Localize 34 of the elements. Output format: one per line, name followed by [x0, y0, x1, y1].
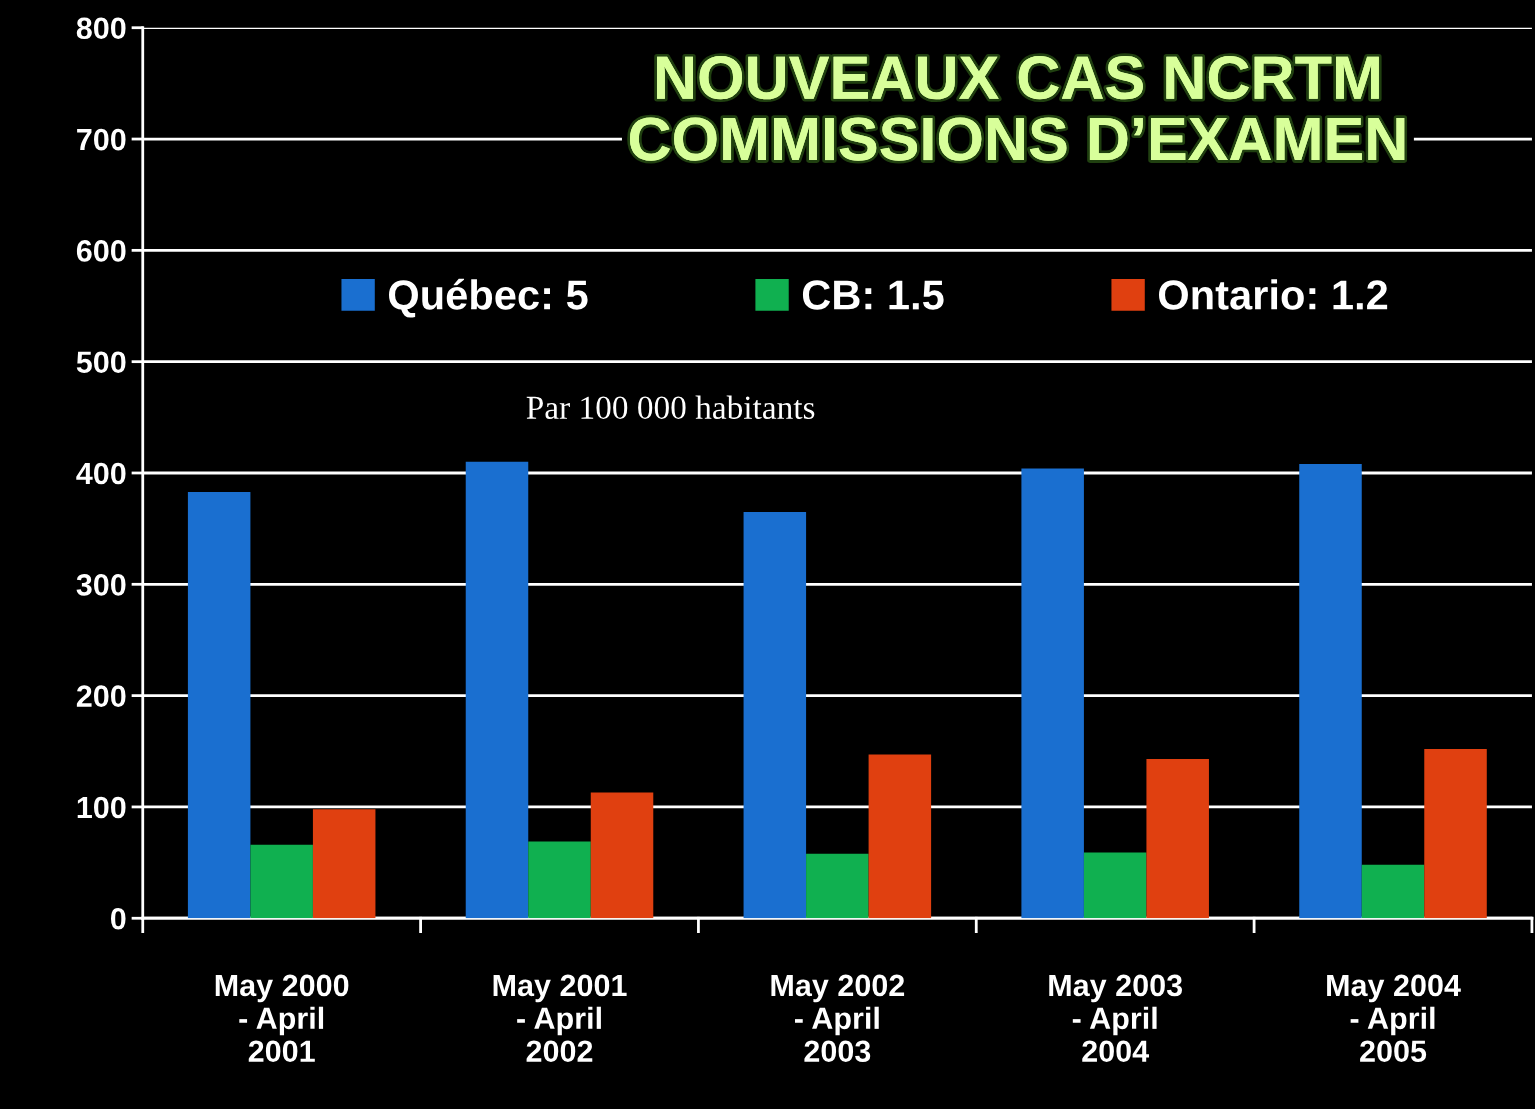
y-tick-label: 800 — [76, 17, 126, 40]
bar — [1424, 749, 1487, 919]
bar — [743, 511, 807, 919]
bar — [1083, 852, 1147, 919]
annotation: Par 100 000 habitants — [526, 395, 815, 419]
y-tick-label: 0 — [111, 907, 126, 930]
y-tick-label: 200 — [76, 685, 126, 707]
bar — [465, 461, 529, 919]
y-tick-label: 100 — [77, 796, 126, 819]
bar — [1361, 864, 1425, 919]
legend-label: Québec: 5 — [389, 278, 588, 318]
x-tick-label: May 2000 - April 2001 — [215, 974, 349, 1063]
bar — [1021, 468, 1084, 919]
y-tick-label: 300 — [76, 574, 126, 596]
x-tick-label: May 2003 - April 2004 — [1049, 974, 1183, 1063]
legend-label: CB: 1.5 — [802, 280, 944, 310]
bar — [1146, 759, 1209, 919]
bar — [1299, 464, 1362, 919]
x-tick-label: May 2001 - April 2002 — [493, 974, 627, 1063]
bar — [806, 853, 869, 919]
bar — [187, 491, 251, 919]
bar — [528, 841, 591, 919]
y-tick-label: 400 — [76, 462, 126, 485]
bar — [250, 844, 313, 919]
y-tick-label: 700 — [77, 128, 126, 151]
bar — [590, 792, 654, 919]
x-tick-label: May 2002 - April 2003 — [771, 974, 905, 1063]
text: NOUVEAUX CAS NCRTM COMMISSIONS D’EXAMEN — [629, 56, 1405, 161]
x-tick-label: May 2004 - April 2005 — [1327, 974, 1461, 1063]
bar — [312, 809, 376, 919]
y-tick-label: 600 — [76, 240, 126, 262]
bar — [868, 754, 932, 919]
legend-label: Ontario: 1.2 — [1158, 279, 1388, 310]
y-tick-label: 500 — [76, 351, 126, 374]
